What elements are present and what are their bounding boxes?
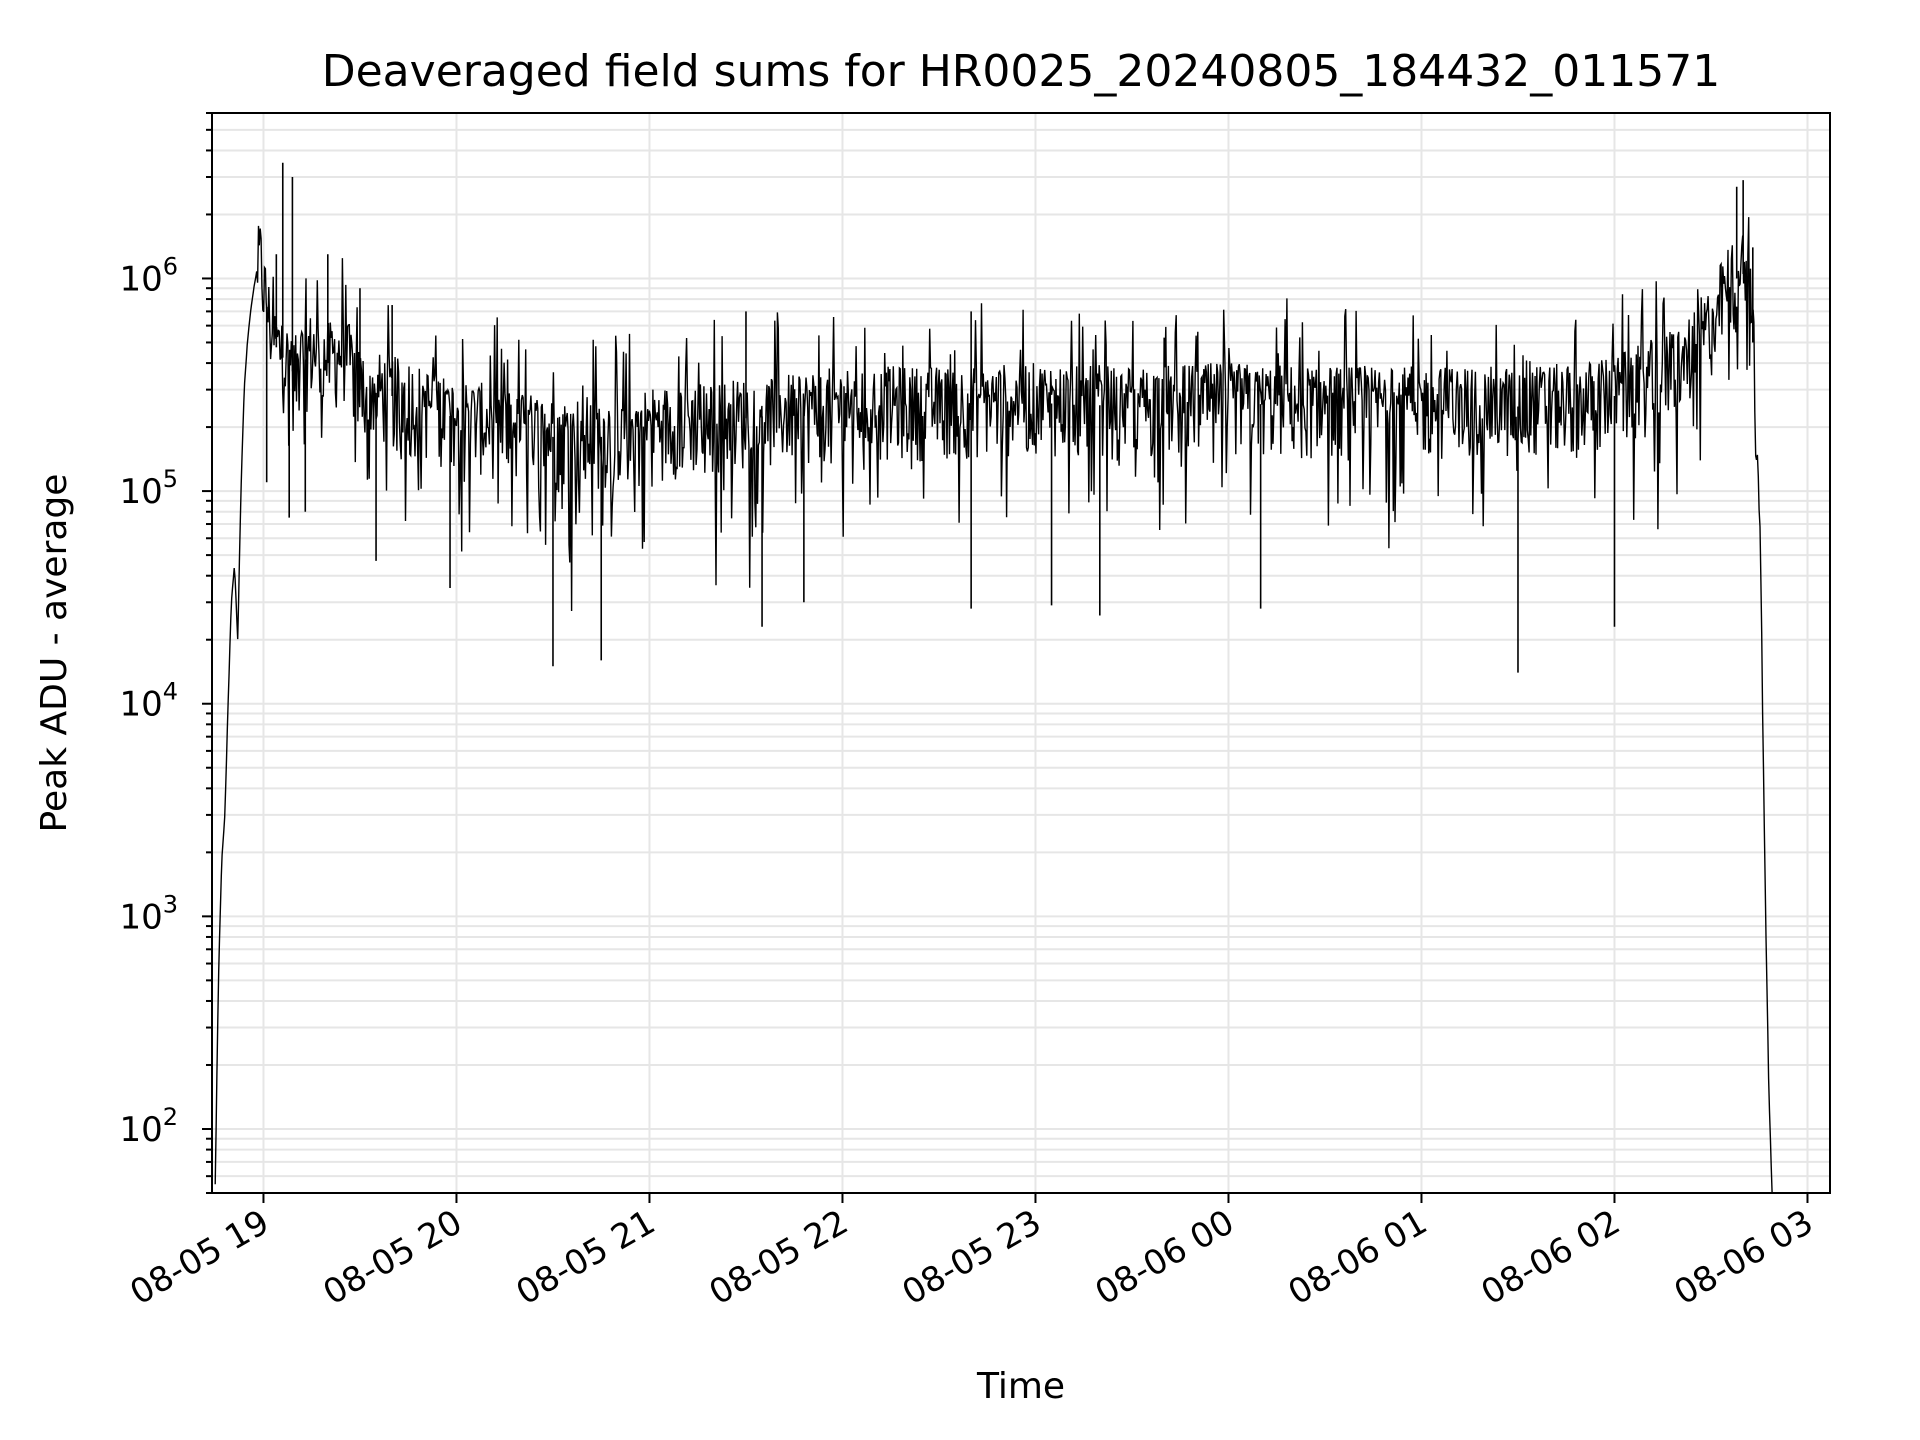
chart-title: Deaveraged field sums for HR0025_2024080… — [322, 46, 1721, 97]
y-tick-label: 105 — [119, 465, 178, 512]
y-tick-exponent: 6 — [163, 252, 178, 280]
y-tick-base: 10 — [119, 1110, 162, 1150]
x-axis-label: Time — [976, 1366, 1065, 1407]
y-tick-label: 104 — [119, 678, 178, 725]
y-tick-base: 10 — [119, 259, 162, 299]
y-tick-base: 10 — [119, 685, 162, 725]
y-tick-exponent: 3 — [163, 890, 178, 918]
y-tick-label: 102 — [119, 1103, 178, 1150]
series-line — [214, 217, 1773, 1194]
plot-frame — [211, 112, 1831, 1194]
y-tick-exponent: 2 — [163, 1103, 178, 1131]
y-axis-label: Peak ADU - average — [34, 474, 75, 833]
y-tick-label: 103 — [119, 890, 178, 937]
y-tick-exponent: 5 — [163, 465, 178, 493]
y-tick-base: 10 — [119, 472, 162, 512]
y-tick-exponent: 4 — [163, 678, 178, 706]
series-layer — [214, 162, 1773, 1194]
y-tick-label: 106 — [119, 252, 178, 299]
y-tick-base: 10 — [119, 897, 162, 937]
